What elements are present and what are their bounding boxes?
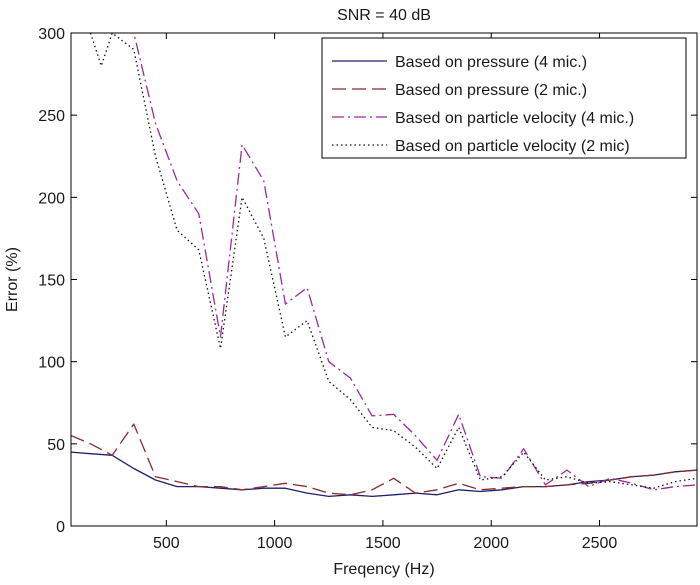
series-line-3 — [132, 33, 697, 491]
y-tick-label: 100 — [38, 355, 65, 372]
x-tick-label: 1000 — [257, 535, 293, 552]
x-axis-label: Freqency (Hz) — [333, 561, 434, 578]
legend-label-2: Based on pressure (2 mic.) — [395, 82, 587, 99]
legend-label-1: Based on pressure (4 mic.) — [395, 54, 587, 71]
y-tick-label: 200 — [38, 190, 65, 207]
series-line-1 — [71, 451, 697, 498]
legend-label-3: Based on particle velocity (4 mic.) — [395, 110, 634, 127]
y-tick-label: 50 — [47, 437, 65, 454]
series-line-4 — [89, 33, 697, 489]
x-tick-label: 2000 — [473, 535, 509, 552]
series-group — [71, 33, 697, 498]
x-tick-label: 2500 — [582, 535, 618, 552]
legend-label-4: Based on particle velocity (2 mic) — [395, 138, 630, 155]
y-tick-label: 0 — [56, 519, 65, 536]
y-tick-label: 150 — [38, 273, 65, 290]
x-tick-label: 1500 — [365, 535, 401, 552]
legend: Based on pressure (4 mic.) Based on press… — [321, 37, 687, 159]
axes-frame — [70, 32, 698, 527]
y-tick-label: 300 — [38, 26, 65, 43]
plot-area: 500 1000 1500 2000 2500 0 50 100 150 200 250 300 Bas… — [38, 26, 698, 552]
chart-title: SNR = 40 dB — [337, 7, 431, 24]
y-axis-label: Error (%) — [4, 247, 21, 312]
x-tick-label: 500 — [153, 535, 180, 552]
y-tick-label: 250 — [38, 108, 65, 125]
legend-box — [321, 37, 687, 159]
series-line-2 — [71, 423, 697, 496]
